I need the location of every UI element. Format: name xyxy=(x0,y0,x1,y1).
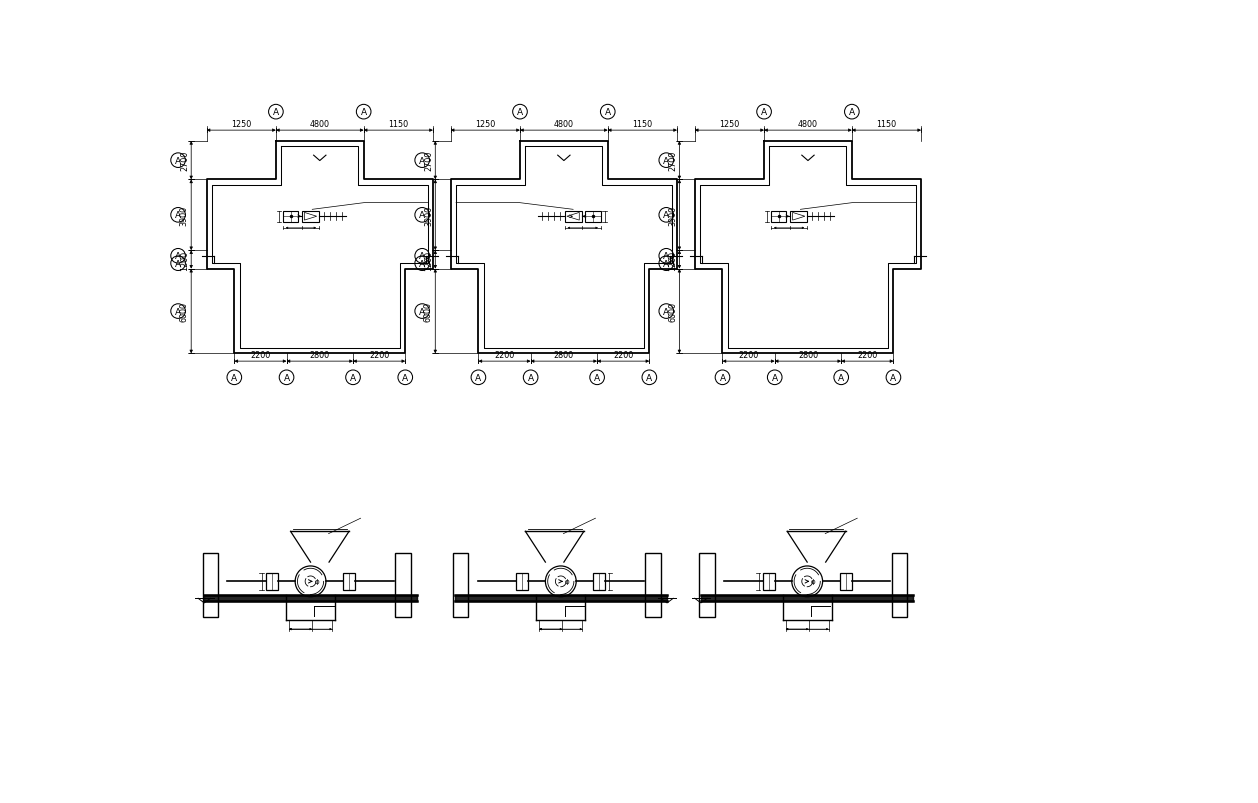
Text: A: A xyxy=(273,108,279,117)
Text: A: A xyxy=(849,108,855,117)
Text: 6000: 6000 xyxy=(424,302,433,322)
Text: 3900: 3900 xyxy=(668,206,677,226)
Text: A: A xyxy=(761,108,767,117)
Text: 4800: 4800 xyxy=(309,120,330,128)
Text: A: A xyxy=(403,373,409,382)
Text: 2200: 2200 xyxy=(857,350,877,360)
Text: 6000: 6000 xyxy=(180,302,189,322)
Text: 1250: 1250 xyxy=(231,120,252,128)
Text: A: A xyxy=(594,373,600,382)
Text: A: A xyxy=(419,308,425,316)
Bar xyxy=(839,573,852,590)
Bar xyxy=(585,212,601,222)
Text: 1200: 1200 xyxy=(668,250,677,271)
Text: 2200: 2200 xyxy=(369,350,389,360)
Bar xyxy=(343,573,355,590)
Text: 2800: 2800 xyxy=(798,350,818,360)
Text: A: A xyxy=(891,373,897,382)
Text: A: A xyxy=(663,157,669,165)
Text: A: A xyxy=(838,373,844,382)
Text: A: A xyxy=(720,373,726,382)
Text: A: A xyxy=(419,259,425,268)
Text: A: A xyxy=(419,157,425,165)
Text: 2200: 2200 xyxy=(613,350,633,360)
Bar xyxy=(395,553,410,617)
Text: A: A xyxy=(175,252,181,261)
Text: 1150: 1150 xyxy=(877,120,897,128)
Text: A: A xyxy=(476,373,482,382)
Bar xyxy=(302,212,320,222)
Text: 2200: 2200 xyxy=(250,350,270,360)
Bar xyxy=(593,573,605,590)
Text: A: A xyxy=(605,108,611,117)
Text: 6000: 6000 xyxy=(668,302,677,322)
Bar xyxy=(892,553,907,617)
Text: 1250: 1250 xyxy=(720,120,740,128)
Text: A: A xyxy=(527,373,533,382)
Text: 3900: 3900 xyxy=(424,206,433,226)
Text: 2800: 2800 xyxy=(309,350,330,360)
Text: A: A xyxy=(663,211,669,220)
Text: 1250: 1250 xyxy=(476,120,496,128)
Text: A: A xyxy=(663,308,669,316)
Bar xyxy=(699,553,715,617)
Text: 4800: 4800 xyxy=(798,120,818,128)
Bar xyxy=(645,553,660,617)
Bar xyxy=(453,553,468,617)
Text: 3900: 3900 xyxy=(180,206,189,226)
Text: 2700: 2700 xyxy=(424,151,433,171)
Text: A: A xyxy=(175,157,181,165)
Text: 1150: 1150 xyxy=(389,120,409,128)
Text: A: A xyxy=(231,373,238,382)
Text: 2700: 2700 xyxy=(180,151,189,171)
Text: A: A xyxy=(647,373,653,382)
Text: ϕ: ϕ xyxy=(314,579,320,585)
Text: A: A xyxy=(175,259,181,268)
Bar xyxy=(516,573,528,590)
Text: A: A xyxy=(361,108,367,117)
Text: ϕ: ϕ xyxy=(565,579,570,585)
Text: 2800: 2800 xyxy=(554,350,574,360)
Text: A: A xyxy=(350,373,356,382)
Text: 2200: 2200 xyxy=(494,350,515,360)
Text: A: A xyxy=(771,373,777,382)
Text: A: A xyxy=(419,252,425,261)
Text: A: A xyxy=(517,108,523,117)
Text: 2200: 2200 xyxy=(738,350,759,360)
Bar xyxy=(203,553,218,617)
Text: A: A xyxy=(419,211,425,220)
Text: A: A xyxy=(663,252,669,261)
Text: A: A xyxy=(175,308,181,316)
Text: 4800: 4800 xyxy=(554,120,574,128)
Text: 1200: 1200 xyxy=(424,250,433,271)
Bar xyxy=(762,573,775,590)
Bar xyxy=(771,212,786,222)
Text: A: A xyxy=(663,259,669,268)
Text: 2700: 2700 xyxy=(668,151,677,171)
Bar xyxy=(283,212,298,222)
Bar xyxy=(565,212,581,222)
Bar xyxy=(265,573,278,590)
Text: 1200: 1200 xyxy=(180,250,189,271)
Text: A: A xyxy=(283,373,289,382)
Text: 1150: 1150 xyxy=(633,120,653,128)
Bar xyxy=(790,212,808,222)
Text: A: A xyxy=(175,211,181,220)
Text: ϕ: ϕ xyxy=(811,579,815,585)
